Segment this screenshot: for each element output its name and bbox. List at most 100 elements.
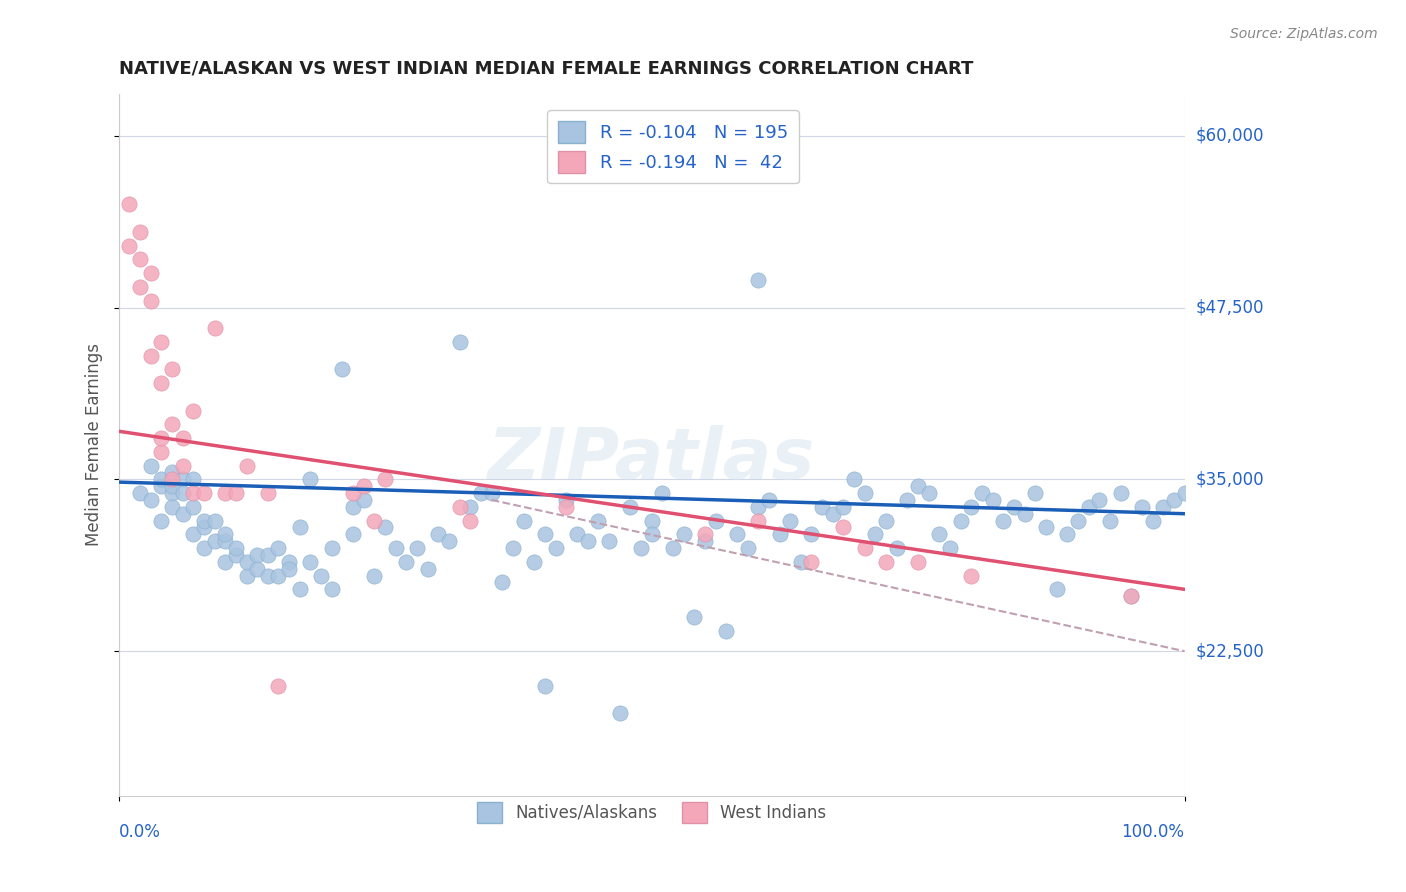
Point: [118, 238, 141, 252]
Point: [875, 555, 897, 569]
Point: [790, 555, 813, 569]
Point: [970, 486, 993, 500]
Point: [693, 534, 716, 549]
Point: [150, 445, 173, 459]
Point: [1098, 514, 1121, 528]
Point: [332, 362, 354, 376]
Point: [523, 555, 546, 569]
Point: [555, 493, 578, 508]
Legend: Natives/Alaskans, West Indians: Natives/Alaskans, West Indians: [470, 796, 834, 830]
Point: [342, 486, 364, 500]
Text: $60,000: $60,000: [1195, 127, 1264, 145]
Point: [321, 541, 343, 555]
Point: [214, 534, 236, 549]
Point: [256, 568, 278, 582]
Point: [256, 548, 278, 562]
Point: [267, 568, 290, 582]
Point: [204, 514, 226, 528]
Point: [981, 493, 1004, 508]
Point: [193, 520, 215, 534]
Point: [928, 527, 950, 541]
Point: [139, 493, 162, 508]
Point: [1088, 493, 1111, 508]
Point: [460, 514, 482, 528]
Point: [139, 349, 162, 363]
Point: [160, 472, 183, 486]
Point: [1014, 507, 1036, 521]
Point: [321, 582, 343, 597]
Point: [716, 624, 738, 638]
Point: [619, 500, 641, 514]
Point: [172, 486, 194, 500]
Point: [853, 486, 876, 500]
Point: [512, 514, 534, 528]
Point: [737, 541, 759, 555]
Point: [278, 555, 301, 569]
Point: [118, 197, 141, 211]
Point: [214, 486, 236, 500]
Point: [640, 527, 662, 541]
Point: [129, 252, 152, 267]
Point: [204, 534, 226, 549]
Point: [1130, 500, 1153, 514]
Point: [907, 479, 929, 493]
Text: $47,500: $47,500: [1195, 299, 1264, 317]
Point: [1056, 527, 1078, 541]
Point: [150, 514, 173, 528]
Point: [150, 376, 173, 391]
Text: NATIVE/ALASKAN VS WEST INDIAN MEDIAN FEMALE EARNINGS CORRELATION CHART: NATIVE/ALASKAN VS WEST INDIAN MEDIAN FEM…: [118, 60, 973, 78]
Point: [181, 403, 204, 417]
Point: [225, 548, 247, 562]
Point: [842, 472, 865, 486]
Point: [747, 514, 769, 528]
Point: [278, 562, 301, 576]
Point: [1121, 589, 1143, 603]
Point: [672, 527, 695, 541]
Point: [129, 486, 152, 500]
Point: [160, 466, 183, 480]
Point: [193, 514, 215, 528]
Point: [150, 334, 173, 349]
Point: [267, 541, 290, 555]
Point: [225, 541, 247, 555]
Point: [395, 555, 418, 569]
Point: [139, 266, 162, 280]
Point: [172, 458, 194, 473]
Point: [172, 431, 194, 445]
Point: [235, 568, 257, 582]
Point: [918, 486, 941, 500]
Point: [160, 362, 183, 376]
Text: $22,500: $22,500: [1195, 642, 1264, 660]
Point: [865, 527, 887, 541]
Point: [172, 472, 194, 486]
Point: [204, 321, 226, 335]
Point: [693, 527, 716, 541]
Point: [299, 555, 322, 569]
Point: [821, 507, 844, 521]
Point: [288, 520, 311, 534]
Point: [374, 520, 396, 534]
Point: [960, 500, 983, 514]
Point: [896, 493, 918, 508]
Point: [193, 486, 215, 500]
Point: [299, 472, 322, 486]
Point: [875, 514, 897, 528]
Point: [309, 568, 332, 582]
Point: [662, 541, 685, 555]
Point: [256, 486, 278, 500]
Point: [225, 486, 247, 500]
Point: [800, 527, 823, 541]
Point: [1046, 582, 1069, 597]
Point: [630, 541, 652, 555]
Point: [1109, 486, 1132, 500]
Point: [811, 500, 834, 514]
Point: [129, 225, 152, 239]
Point: [384, 541, 406, 555]
Point: [150, 431, 173, 445]
Point: [1024, 486, 1046, 500]
Point: [779, 514, 801, 528]
Point: [534, 679, 557, 693]
Point: [353, 493, 375, 508]
Point: [747, 500, 769, 514]
Point: [172, 507, 194, 521]
